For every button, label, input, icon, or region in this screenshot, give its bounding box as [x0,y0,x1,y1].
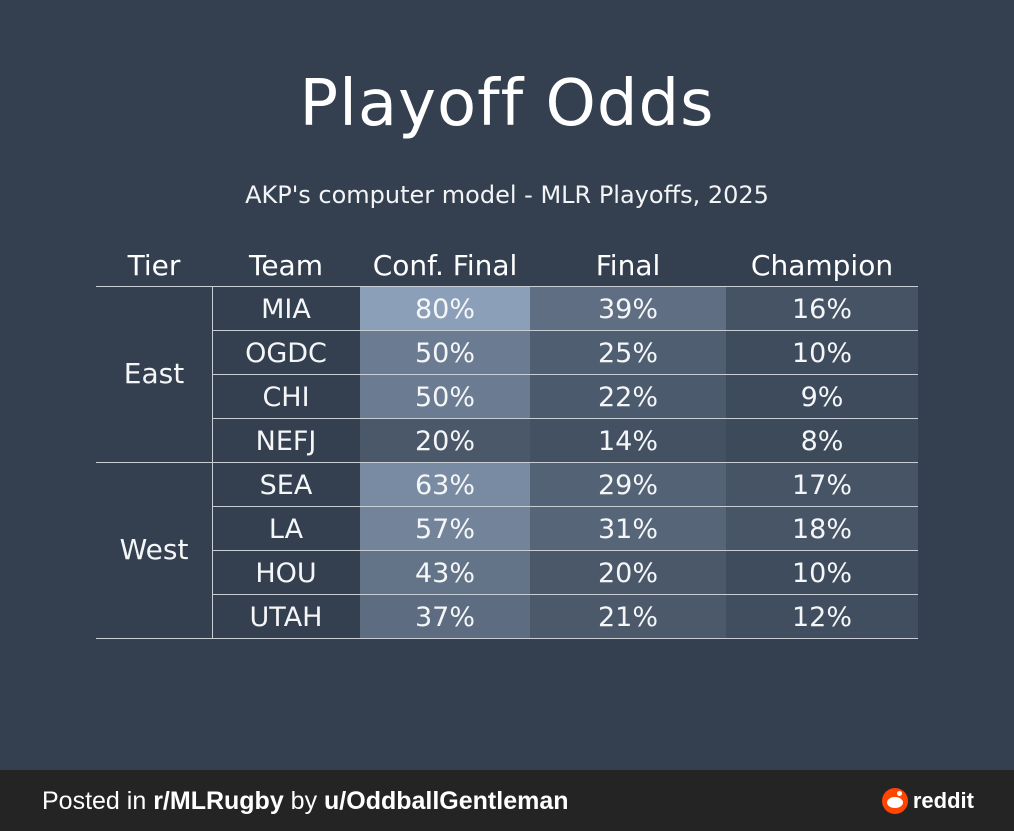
team-cell: MIA [261,294,311,325]
team-cell: UTAH [249,602,323,633]
reddit-logo[interactable]: reddit [881,787,974,815]
row-divider [212,418,918,419]
reddit-wordmark: reddit [912,788,974,813]
final-cell: 39% [530,287,726,330]
team-cell: NEFJ [255,426,317,457]
posted-in-label: Posted in [42,787,154,815]
header-conf-final: Conf. Final [372,249,518,282]
conf-final-cell: 50% [360,331,530,374]
conf-final-cell: 50% [360,375,530,418]
header-team: Team [248,249,323,282]
conf-final-cell: 37% [360,595,530,638]
final-cell: 25% [530,331,726,374]
by-label: by [283,787,325,815]
tier-column-divider [212,286,213,638]
final-cell: 21% [530,595,726,638]
champion-cell: 10% [726,551,918,594]
subreddit-link[interactable]: r/MLRugby [153,787,284,815]
conf-final-cell: 43% [360,551,530,594]
row-divider [212,374,918,375]
header-tier: Tier [127,249,181,282]
row-divider [212,550,918,551]
row-divider [212,506,918,507]
tier-divider [96,462,918,463]
page-title: Playoff Odds [299,67,715,141]
header-final: Final [595,249,661,282]
final-cell: 29% [530,463,726,506]
team-cell: LA [268,514,304,545]
table-bottom-border [96,638,918,639]
user-link[interactable]: u/OddballGentleman [324,787,569,815]
conf-final-cell: 20% [360,419,530,462]
final-cell: 31% [530,507,726,550]
team-cell: OGDC [245,338,327,369]
final-cell: 22% [530,375,726,418]
row-divider [212,594,918,595]
champion-cell: 8% [726,419,918,462]
final-cell: 14% [530,419,726,462]
header-champion: Champion [750,249,894,282]
champion-cell: 9% [726,375,918,418]
footer-bar: Posted in r/MLRugby by u/OddballGentlema… [0,770,1014,831]
conf-final-cell: 80% [360,287,530,330]
champion-cell: 12% [726,595,918,638]
tier-label-west: West [119,533,189,566]
team-cell: CHI [262,382,310,413]
team-cell: SEA [259,470,313,501]
row-divider [212,330,918,331]
champion-cell: 10% [726,331,918,374]
conf-final-cell: 57% [360,507,530,550]
team-cell: HOU [255,558,317,589]
posted-in-text: Posted in r/MLRugby by u/OddballGentlema… [42,784,569,818]
champion-cell: 16% [726,287,918,330]
final-cell: 20% [530,551,726,594]
champion-cell: 17% [726,463,918,506]
page-subtitle: AKP's computer model - MLR Playoffs, 202… [245,181,769,209]
tier-label-east: East [123,357,185,390]
tier-divider [96,286,918,287]
reddit-snoo-icon [881,788,908,814]
odds-table: Tier Team Conf. Final Final Champion East MIA 8… [96,244,918,639]
conf-final-cell: 63% [360,463,530,506]
champion-cell: 18% [726,507,918,550]
